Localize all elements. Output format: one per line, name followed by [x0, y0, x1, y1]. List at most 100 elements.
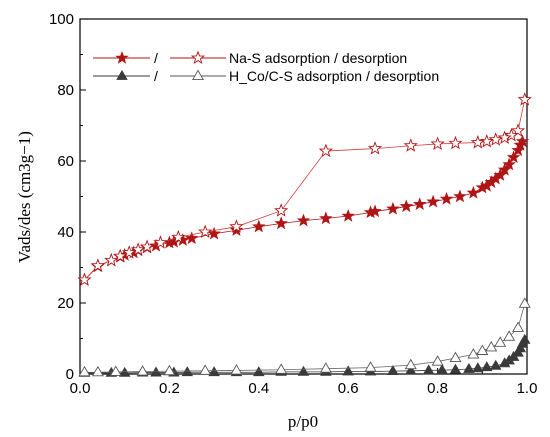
y-tick-label: 60 — [57, 153, 74, 170]
data-point — [404, 358, 417, 370]
data-point — [113, 248, 128, 263]
data-point — [199, 364, 212, 375]
data-point — [387, 365, 399, 376]
data-point — [78, 365, 91, 377]
data-point — [476, 344, 489, 355]
data-point — [506, 150, 521, 164]
series-h-co-c-s-adsorption — [78, 333, 531, 377]
data-point — [198, 224, 213, 239]
data-point — [342, 365, 354, 376]
data-point — [318, 143, 333, 158]
y-tick-label: 40 — [57, 224, 74, 241]
data-point — [431, 355, 444, 366]
data-point — [493, 168, 507, 181]
data-point — [171, 229, 186, 244]
legend-marker-hco-desorption — [192, 69, 204, 81]
data-point — [104, 252, 119, 267]
data-point — [481, 361, 493, 372]
data-point — [364, 361, 377, 372]
data-point — [274, 216, 288, 230]
legend-triangle-filled — [116, 69, 128, 80]
series-na-s-adsorption — [77, 134, 530, 286]
data-point — [341, 208, 355, 222]
data-point — [517, 92, 532, 106]
data-point — [163, 364, 176, 376]
data-point — [252, 219, 266, 233]
data-point — [518, 297, 531, 308]
data-point — [319, 362, 332, 373]
data-point — [77, 272, 92, 286]
y-axis-title: Vads/des (cm3g−1) — [15, 131, 34, 263]
data-point — [503, 330, 516, 341]
data-point — [185, 231, 199, 245]
axis-tick-labels: 0.0 0.2 0.4 0.6 0.8 1.0 0 20 40 60 80 100 — [49, 11, 537, 397]
y-tick-label: 0 — [66, 366, 74, 383]
series-na-s-desorption — [77, 92, 532, 286]
x-tick-label: 0.8 — [427, 380, 448, 397]
legend-marker-hco-adsorption — [116, 69, 128, 80]
data-point — [368, 204, 382, 218]
data-point — [207, 226, 221, 240]
data-point — [519, 333, 531, 344]
data-point — [497, 130, 512, 144]
legend-star-open — [190, 50, 206, 65]
data-point — [515, 134, 530, 148]
y-tick-label: 80 — [57, 82, 74, 99]
data-point — [502, 157, 516, 171]
series-line-na-s-adsorption — [84, 141, 523, 281]
legend-marker-na-s-adsorption — [115, 50, 129, 64]
data-point — [153, 235, 168, 249]
data-point — [488, 132, 503, 146]
x-tick-label: 0.0 — [70, 380, 91, 397]
data-point — [470, 135, 485, 149]
data-point — [130, 242, 146, 256]
data-point — [109, 365, 122, 376]
data-point — [504, 127, 519, 142]
data-point — [403, 138, 418, 152]
legend-separator-hco: / — [154, 68, 158, 84]
y-tick-label: 100 — [49, 11, 74, 28]
data-point — [208, 366, 220, 377]
x-axis-title: p/p0 — [288, 412, 318, 431]
data-point — [485, 340, 498, 352]
legend-separator-na-s: / — [154, 50, 158, 66]
data-point — [405, 364, 417, 375]
data-point — [399, 199, 414, 213]
x-tick-label: 1.0 — [517, 380, 538, 397]
data-point — [463, 362, 475, 373]
data-point — [512, 321, 525, 332]
data-point — [422, 364, 435, 375]
data-point — [489, 359, 502, 370]
data-point — [139, 239, 155, 253]
data-point — [297, 365, 310, 376]
legend-marker-na-s-desorption — [190, 50, 206, 65]
series-layer — [77, 92, 532, 377]
data-point — [466, 185, 481, 199]
data-point — [136, 365, 149, 376]
data-point — [472, 362, 484, 373]
data-point — [229, 219, 244, 233]
data-point — [479, 133, 494, 148]
x-tick-label: 0.2 — [159, 380, 180, 397]
data-point — [122, 245, 137, 259]
data-point — [296, 213, 311, 227]
legend-triangle-open — [192, 69, 204, 81]
data-point — [494, 336, 507, 347]
data-point — [449, 363, 462, 374]
data-point — [91, 365, 104, 377]
data-point — [253, 366, 265, 377]
data-point — [275, 363, 288, 374]
legend-label-hco: H_Co/C-S adsorption / desorption — [229, 68, 439, 84]
data-point — [426, 194, 440, 208]
data-point — [319, 211, 333, 225]
data-point — [436, 363, 448, 374]
data-point — [90, 258, 106, 272]
legend: / Na-S adsorption / desorption / H_Co/C-… — [93, 50, 439, 84]
data-point — [453, 189, 467, 203]
data-point — [439, 191, 454, 205]
data-point — [448, 135, 463, 150]
data-point — [467, 348, 480, 359]
data-point — [274, 203, 289, 217]
x-tick-label: 0.6 — [338, 380, 359, 397]
